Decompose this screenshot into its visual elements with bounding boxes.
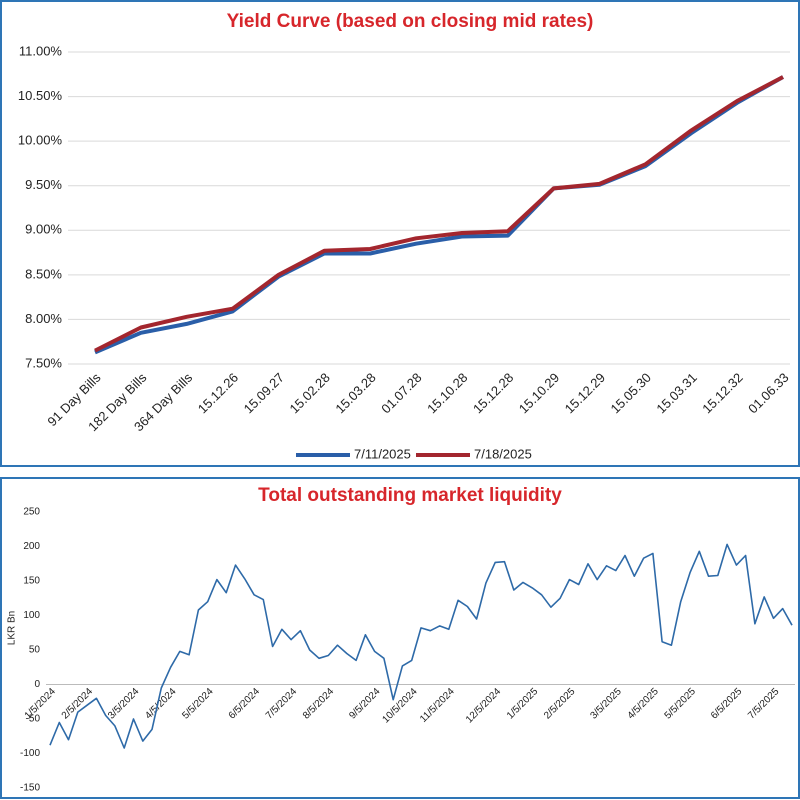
x-tick-label: 6/5/2024	[227, 686, 263, 722]
x-tick-label: 15.12.29	[562, 370, 608, 416]
y-tick-label: 10.00%	[18, 133, 63, 148]
y-tick-label: 8.50%	[25, 266, 62, 281]
y-tick-label: -100	[20, 748, 40, 759]
x-tick-label: 15.12.28	[470, 370, 516, 416]
series-line	[94, 75, 784, 355]
y-tick-label: 150	[23, 576, 40, 587]
y-tick-label: 0	[34, 679, 40, 690]
x-tick-label: 7/5/2025	[746, 686, 782, 722]
series-line	[94, 75, 784, 353]
legend-label: 7/11/2025	[354, 446, 411, 461]
x-tick-label: 15.02.28	[286, 370, 332, 416]
x-tick-label: 15.09.27	[241, 370, 287, 416]
x-tick-label: 01.06.33	[745, 370, 791, 416]
x-tick-label: 6/5/2025	[709, 686, 745, 722]
y-tick-label: 10.50%	[18, 88, 63, 103]
x-tick-label: 2/5/2025	[542, 686, 578, 722]
x-tick-label: 12/5/2024	[464, 686, 504, 726]
x-tick-label: 15.12.32	[699, 370, 745, 416]
y-tick-label: 9.50%	[25, 177, 62, 192]
x-tick-label: 1/5/2024	[23, 686, 59, 722]
x-tick-label: 11/5/2024	[418, 686, 457, 725]
x-tick-label: 15.12.26	[195, 370, 241, 416]
chart-title: Yield Curve (based on closing mid rates)	[227, 11, 594, 32]
x-tick-label: 15.05.30	[608, 370, 654, 416]
y-tick-label: 9.00%	[25, 222, 62, 237]
x-tick-label: 8/5/2024	[301, 686, 337, 722]
y-axis-label: LKR Bn	[7, 611, 18, 645]
frame	[0, 0, 800, 467]
y-tick-label: -50	[26, 714, 41, 725]
x-tick-label: 15.03.28	[332, 370, 378, 416]
y-tick-label: 100	[23, 610, 40, 621]
x-tick-label: 10/5/2024	[380, 686, 420, 726]
x-tick-label: 9/5/2024	[347, 686, 383, 722]
y-tick-label: 8.00%	[25, 311, 62, 326]
y-tick-label: 200	[23, 541, 40, 552]
y-tick-label: 250	[23, 507, 40, 518]
x-tick-label: 4/5/2025	[626, 686, 662, 722]
y-tick-label: 11.00%	[19, 43, 63, 58]
series-line	[49, 543, 793, 749]
legend-label: 7/18/2025	[474, 446, 532, 461]
x-tick-label: 5/5/2025	[663, 686, 699, 722]
frame	[0, 477, 800, 799]
x-tick-label: 01.07.28	[378, 370, 424, 416]
x-tick-label: 15.03.31	[653, 370, 699, 416]
y-tick-label: -150	[20, 783, 40, 794]
x-tick-label: 3/5/2025	[588, 686, 624, 722]
x-tick-label: 7/5/2024	[264, 686, 300, 722]
x-tick-label: 5/5/2024	[180, 686, 216, 722]
y-tick-label: 50	[29, 645, 41, 656]
x-tick-label: 3/5/2024	[106, 686, 142, 722]
x-tick-label: 15.10.29	[516, 370, 562, 416]
chart-title: Total outstanding market liquidity	[258, 485, 562, 506]
x-tick-label: 1/5/2025	[505, 686, 541, 722]
x-tick-label: 15.10.28	[424, 370, 470, 416]
y-tick-label: 7.50%	[25, 355, 62, 370]
